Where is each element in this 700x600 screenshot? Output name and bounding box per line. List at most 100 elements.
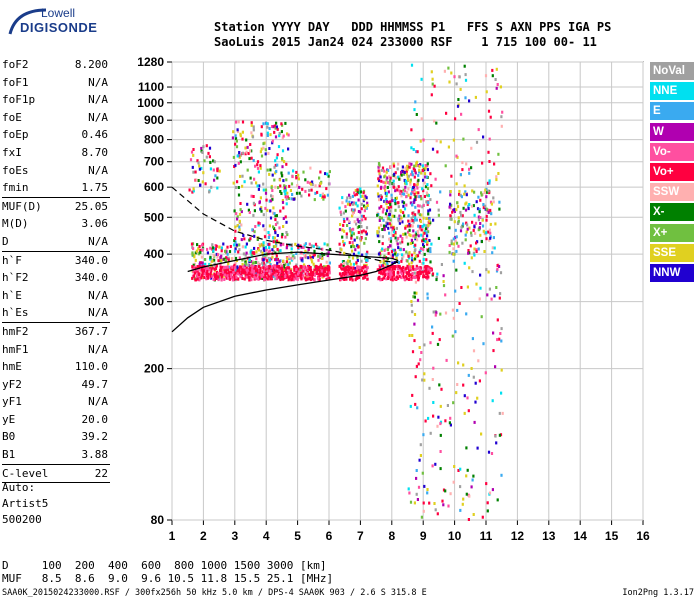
- echo-pixel: [251, 268, 254, 272]
- echo-pixel: [238, 225, 241, 229]
- echo-pixel: [452, 242, 456, 246]
- echo-pixel: [295, 170, 298, 174]
- echo-pixel: [405, 235, 408, 239]
- echo-pixel: [199, 248, 202, 252]
- echo-pixel: [423, 172, 427, 176]
- echo-pixel: [264, 188, 268, 192]
- echo-pixel: [293, 197, 296, 201]
- echo-pixel: [456, 308, 459, 312]
- echo-pixel: [468, 167, 471, 171]
- echo-pixel: [198, 245, 201, 248]
- echo-pixel: [388, 213, 391, 216]
- echo-pixel: [238, 212, 242, 216]
- echo-pixel: [326, 276, 329, 280]
- echo-pixel: [304, 189, 307, 193]
- echo-pixel: [429, 268, 432, 272]
- echo-pixel: [390, 193, 393, 197]
- echo-pixel: [338, 228, 342, 232]
- echo-pixel: [295, 263, 298, 267]
- echo-pixel: [387, 201, 390, 204]
- echo-pixel: [421, 378, 424, 382]
- echo-pixel: [348, 255, 351, 259]
- echo-pixel: [477, 195, 480, 199]
- echo-pixel: [500, 391, 503, 395]
- echo-pixel: [234, 134, 237, 138]
- param-row: foEs N/A: [2, 162, 110, 180]
- echo-pixel: [415, 364, 418, 368]
- echo-pixel: [414, 213, 417, 217]
- echo-pixel: [203, 266, 206, 270]
- echo-pixel: [489, 231, 492, 235]
- echo-pixel: [479, 216, 482, 219]
- echo-pixel: [350, 276, 353, 280]
- echo-pixel: [395, 186, 398, 190]
- echo-pixel: [424, 419, 427, 423]
- echo-pixel: [282, 277, 285, 281]
- echo-pixel: [290, 272, 293, 276]
- x-tick-label: 10: [448, 529, 462, 543]
- echo-pixel: [358, 271, 361, 275]
- echo-pixel: [233, 239, 236, 243]
- echo-pixel: [275, 254, 278, 258]
- echo-pixel: [454, 228, 457, 232]
- echo-pixel: [464, 190, 467, 194]
- echo-pixel: [452, 401, 455, 405]
- echo-pixel: [449, 193, 452, 197]
- echo-pixel: [432, 310, 435, 314]
- echo-pixel: [416, 150, 419, 154]
- echo-pixel: [242, 234, 245, 237]
- echo-pixel: [353, 238, 356, 242]
- echo-pixel: [280, 235, 284, 239]
- echo-pixel: [270, 274, 273, 278]
- echo-pixel: [417, 191, 420, 195]
- distance-row: D 100 200 400 600 800 1000 1500 3000 [km…: [2, 559, 327, 572]
- echo-pixel: [191, 190, 194, 194]
- echo-pixel: [285, 246, 288, 250]
- echo-pixel: [365, 196, 368, 200]
- echo-pixel: [449, 202, 452, 206]
- echo-pixel: [472, 474, 475, 478]
- echo-pixel: [499, 332, 502, 335]
- echo-pixel: [245, 251, 248, 255]
- echo-pixel: [204, 258, 207, 261]
- echo-pixel: [414, 276, 417, 280]
- echo-pixel: [391, 267, 394, 271]
- echo-pixel: [389, 165, 392, 169]
- echo-pixel: [244, 152, 247, 156]
- echo-pixel: [426, 226, 429, 230]
- echo-pixel: [249, 250, 252, 254]
- echo-pixel: [410, 300, 413, 303]
- echo-pixel: [255, 250, 258, 254]
- echo-pixel: [239, 174, 242, 178]
- echo-pixel: [289, 275, 292, 278]
- echo-pixel: [275, 169, 278, 173]
- echo-pixel: [218, 169, 221, 173]
- echo-pixel: [477, 215, 480, 219]
- echo-pixel: [476, 396, 479, 400]
- echo-pixel: [252, 195, 255, 198]
- echo-pixel: [475, 200, 478, 204]
- echo-pixel: [358, 191, 361, 195]
- echo-pixel: [366, 277, 369, 281]
- echo-pixel: [386, 186, 389, 189]
- echo-pixel: [192, 148, 195, 151]
- echo-pixel: [201, 274, 204, 278]
- echo-pixel: [455, 208, 458, 212]
- echo-pixel: [309, 256, 312, 260]
- y-tick-label: 400: [144, 247, 164, 261]
- echo-pixel: [475, 282, 478, 286]
- echo-pixel: [412, 186, 415, 189]
- echo-pixel: [411, 224, 414, 228]
- echo-pixel: [327, 267, 330, 270]
- echo-pixel: [482, 229, 485, 233]
- echo-pixel: [245, 275, 248, 279]
- echo-pixel: [389, 274, 392, 278]
- echo-pixel: [408, 251, 411, 255]
- echo-pixel: [280, 192, 283, 195]
- echo-pixel: [286, 195, 289, 199]
- echo-pixel: [316, 190, 319, 194]
- echo-pixel: [344, 205, 347, 209]
- echo-pixel: [268, 127, 271, 130]
- echo-pixel: [235, 139, 238, 143]
- legend-item-ssw: SSW: [650, 183, 694, 202]
